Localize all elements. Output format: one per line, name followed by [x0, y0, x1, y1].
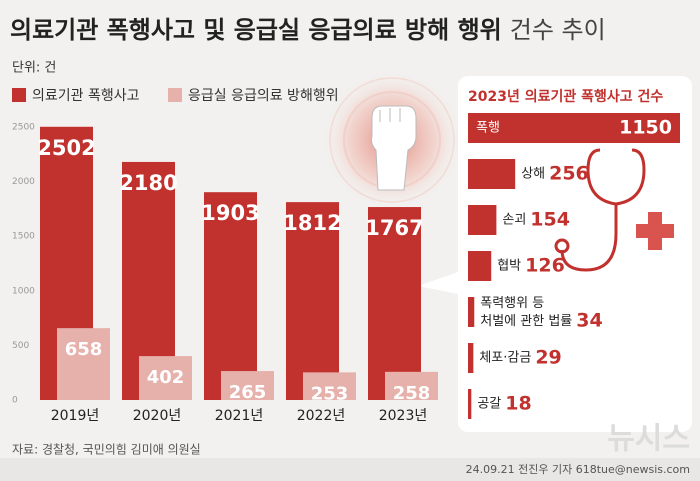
- y-tick-label: 1000: [12, 286, 35, 296]
- value-label: 265: [229, 382, 267, 403]
- x-tick-label: 2021년: [215, 408, 264, 424]
- title: 의료기관 폭행사고 및 응급실 응급의료 방해 행위: [10, 16, 502, 44]
- value-label: 154: [530, 209, 570, 231]
- category-label: 체포·감금: [479, 351, 531, 366]
- legend-swatch: [168, 88, 182, 102]
- footer-band: [0, 458, 700, 481]
- value-label: 658: [65, 339, 103, 360]
- value-label: 1767: [365, 216, 423, 240]
- value-label: 1812: [283, 211, 341, 235]
- value-label: 1903: [201, 201, 259, 225]
- watermark: 뉴시스: [607, 422, 690, 457]
- bar: [468, 343, 474, 373]
- value-label: 258: [393, 383, 431, 404]
- fist-icon: [322, 70, 462, 210]
- category-label: 폭행: [476, 120, 500, 136]
- cross-icon: [636, 212, 674, 250]
- side-panel: [458, 76, 692, 432]
- legend-label: 응급실 응급의료 방해행위: [188, 88, 339, 104]
- bar: [468, 297, 475, 327]
- category-label: 공갈: [477, 397, 501, 412]
- category-label: 손괴: [502, 213, 526, 228]
- value-label: 2180: [119, 171, 177, 195]
- bar: [204, 192, 257, 400]
- value-label: 29: [535, 347, 561, 369]
- x-tick-label: 2022년: [297, 408, 346, 424]
- legend-swatch: [12, 88, 26, 102]
- panel-title: 2023년 의료기관 폭행사고 건수: [468, 88, 663, 105]
- bar: [468, 113, 680, 143]
- bar: [468, 251, 492, 281]
- credit: 24.09.21 전진우 기자 618tue@newsis.com: [466, 463, 690, 476]
- bar: [221, 371, 274, 400]
- value-label: 126: [525, 255, 565, 277]
- title-suffix: 건수 추이: [510, 16, 606, 44]
- legend-label: 의료기관 폭행사고: [32, 88, 140, 104]
- category-label: 협박: [497, 259, 521, 274]
- bar: [468, 159, 516, 189]
- bar: [303, 372, 356, 400]
- bar: [468, 205, 497, 235]
- bar: [286, 202, 339, 400]
- bar: [368, 207, 421, 400]
- callout-pointer: [418, 272, 458, 294]
- y-tick-label: 1500: [12, 232, 35, 242]
- y-tick-label: 0: [12, 396, 18, 406]
- value-label: 402: [147, 367, 185, 388]
- bar: [468, 389, 472, 419]
- value-label: 253: [311, 383, 349, 404]
- value-label: 34: [576, 310, 602, 332]
- unit: 단위: 건: [12, 61, 56, 76]
- value-label: 2502: [37, 136, 95, 160]
- bar: [57, 328, 110, 400]
- y-tick-label: 2000: [12, 177, 35, 187]
- y-tick-label: 2500: [12, 123, 35, 133]
- source: 자료: 경찰청, 국민의힘 김미애 의원실: [12, 443, 201, 457]
- value-label: 1150: [619, 117, 672, 139]
- bar: [139, 356, 192, 400]
- x-tick-label: 2020년: [133, 408, 182, 424]
- value-label: 18: [505, 393, 531, 415]
- category-label: 폭력행위 등 처벌에 관한 법률: [480, 295, 572, 329]
- category-label: 상해: [521, 167, 545, 182]
- stethoscope-icon: [554, 148, 646, 272]
- value-label: 256: [549, 163, 589, 185]
- x-tick-label: 2023년: [379, 408, 428, 424]
- y-tick-label: 500: [12, 341, 29, 351]
- bar: [385, 371, 438, 400]
- x-tick-label: 2019년: [51, 408, 100, 424]
